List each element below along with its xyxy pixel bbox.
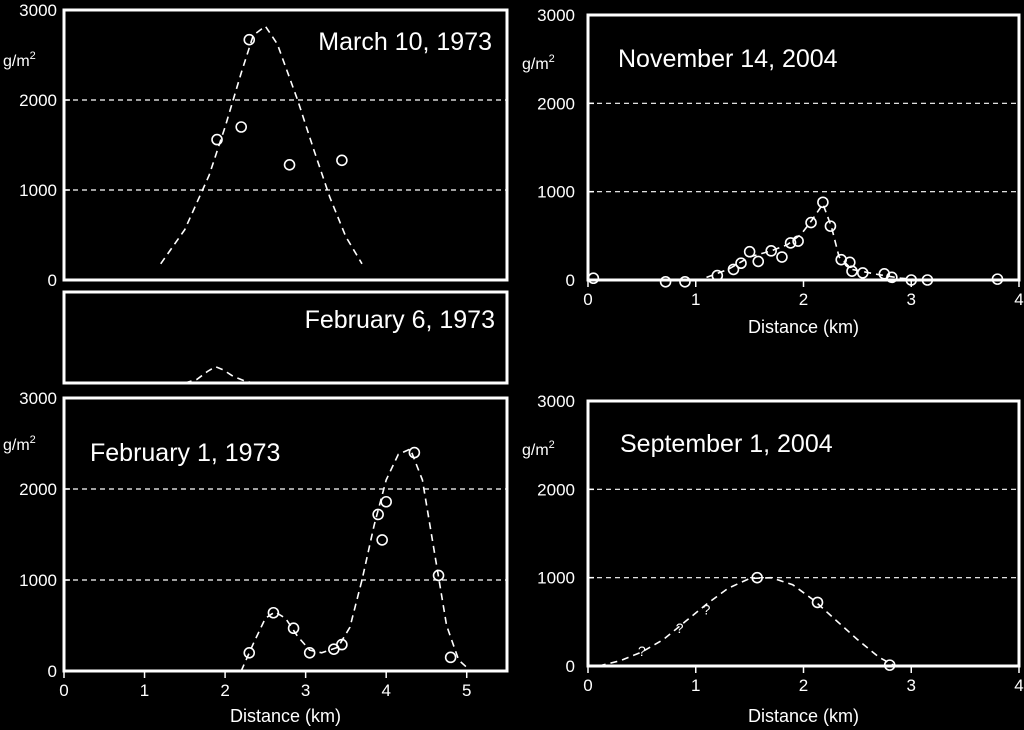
y-tick-label: 2000 bbox=[537, 480, 575, 499]
questionable-mark: ? bbox=[703, 601, 711, 617]
panel-title: November 14, 2004 bbox=[618, 45, 838, 73]
fit-curve bbox=[160, 25, 363, 265]
panel-frame bbox=[62, 290, 509, 385]
x-tick-label: 0 bbox=[583, 676, 592, 695]
data-point bbox=[432, 569, 445, 582]
y-unit-label: g/m2 bbox=[522, 53, 555, 73]
panel-title: February 1, 1973 bbox=[90, 439, 280, 467]
data-point bbox=[776, 251, 788, 263]
panel-nov2004: 0 1000 2000 3000 0 1 2 3 4 Distance (km) g/m2 Novem… bbox=[522, 6, 1024, 337]
panel-frame bbox=[62, 396, 509, 673]
fit-curve bbox=[184, 365, 254, 383]
x-tick-label: 3 bbox=[907, 290, 916, 309]
data-point bbox=[267, 606, 280, 619]
y-tick-label: 0 bbox=[566, 271, 575, 290]
x-tick-label: 4 bbox=[1014, 676, 1023, 695]
data-point bbox=[727, 263, 740, 276]
y-tick-label: 3000 bbox=[537, 392, 575, 411]
data-point bbox=[376, 534, 388, 546]
data-point bbox=[811, 596, 824, 609]
data-point bbox=[784, 237, 797, 249]
data-point bbox=[846, 265, 858, 277]
data-point bbox=[856, 267, 869, 279]
y-tick-label: 2000 bbox=[537, 94, 575, 113]
y-tick-label: 1000 bbox=[19, 571, 57, 590]
data-point bbox=[444, 651, 457, 664]
y-tick-label: 0 bbox=[48, 662, 57, 681]
data-point bbox=[211, 133, 223, 146]
panel-feb6_1973: February 6, 1973 bbox=[62, 290, 509, 385]
x-tick-label: 1 bbox=[691, 676, 700, 695]
panel-feb1_1973: 0 1000 2000 3000 0 1 2 3 4 5 Distance (km) g/m2 Febr… bbox=[3, 389, 509, 726]
x-axis-title: Distance (km) bbox=[748, 317, 859, 337]
data-point bbox=[336, 154, 348, 167]
data-point bbox=[824, 220, 837, 232]
x-tick-label: 4 bbox=[381, 681, 390, 700]
y-unit-label: g/m2 bbox=[3, 50, 36, 70]
data-point bbox=[287, 622, 300, 635]
questionable-mark: ? bbox=[676, 620, 684, 636]
y-tick-label: 3000 bbox=[537, 6, 575, 25]
y-tick-label: 1000 bbox=[537, 183, 575, 202]
y-tick-label: 0 bbox=[566, 657, 575, 676]
y-unit-label: g/m2 bbox=[522, 439, 555, 459]
data-point bbox=[235, 121, 247, 133]
data-point bbox=[752, 255, 765, 268]
fit-curve bbox=[240, 447, 472, 671]
data-point bbox=[735, 257, 747, 270]
data-point bbox=[380, 495, 392, 508]
y-unit-label: g/m2 bbox=[3, 434, 36, 454]
data-point bbox=[792, 235, 804, 247]
y-tick-label: 2000 bbox=[19, 91, 57, 110]
panel-sep2004: ??? 0 1000 2000 3000 0 1 2 3 4 Distance (km) g/m2 Se… bbox=[522, 392, 1024, 726]
x-tick-label: 0 bbox=[59, 681, 68, 700]
x-axis-title: Distance (km) bbox=[748, 706, 859, 726]
y-tick-label: 0 bbox=[48, 271, 57, 290]
data-point bbox=[243, 646, 256, 659]
data-point bbox=[679, 275, 691, 288]
data-point bbox=[751, 571, 763, 584]
data-point bbox=[336, 638, 348, 651]
x-tick-label: 2 bbox=[799, 676, 808, 695]
panel-title: September 1, 2004 bbox=[620, 430, 833, 458]
x-tick-label: 2 bbox=[220, 681, 229, 700]
data-point bbox=[372, 508, 384, 521]
data-point bbox=[408, 446, 421, 459]
x-tick-label: 3 bbox=[301, 681, 310, 700]
data-point bbox=[743, 245, 756, 258]
x-tick-label: 4 bbox=[1014, 290, 1023, 309]
data-point bbox=[243, 33, 256, 46]
y-tick-label: 3000 bbox=[19, 1, 57, 20]
panel-title: March 10, 1973 bbox=[318, 28, 492, 56]
data-point bbox=[805, 216, 817, 229]
y-tick-label: 2000 bbox=[19, 480, 57, 499]
y-tick-label: 1000 bbox=[19, 181, 57, 200]
x-tick-label: 1 bbox=[140, 681, 149, 700]
panel-mar1973: 0 1000 2000 3000 g/m2 March 10, 1973 bbox=[3, 1, 509, 290]
data-point bbox=[303, 646, 316, 659]
data-point bbox=[765, 245, 777, 257]
data-point bbox=[886, 271, 898, 284]
questionable-mark: ? bbox=[638, 643, 646, 659]
x-axis-title: Distance (km) bbox=[230, 706, 341, 726]
x-tick-label: 2 bbox=[799, 290, 808, 309]
y-tick-label: 1000 bbox=[537, 569, 575, 588]
x-tick-label: 3 bbox=[907, 676, 916, 695]
x-tick-label: 0 bbox=[583, 290, 592, 309]
data-point bbox=[587, 272, 600, 285]
panel-title: February 6, 1973 bbox=[305, 306, 495, 334]
data-point bbox=[817, 196, 829, 209]
x-tick-label: 1 bbox=[691, 290, 700, 309]
x-tick-label: 5 bbox=[462, 681, 471, 700]
data-point bbox=[283, 159, 296, 171]
data-point bbox=[659, 275, 672, 288]
panel-frame bbox=[62, 8, 509, 282]
y-tick-label: 3000 bbox=[19, 389, 57, 408]
